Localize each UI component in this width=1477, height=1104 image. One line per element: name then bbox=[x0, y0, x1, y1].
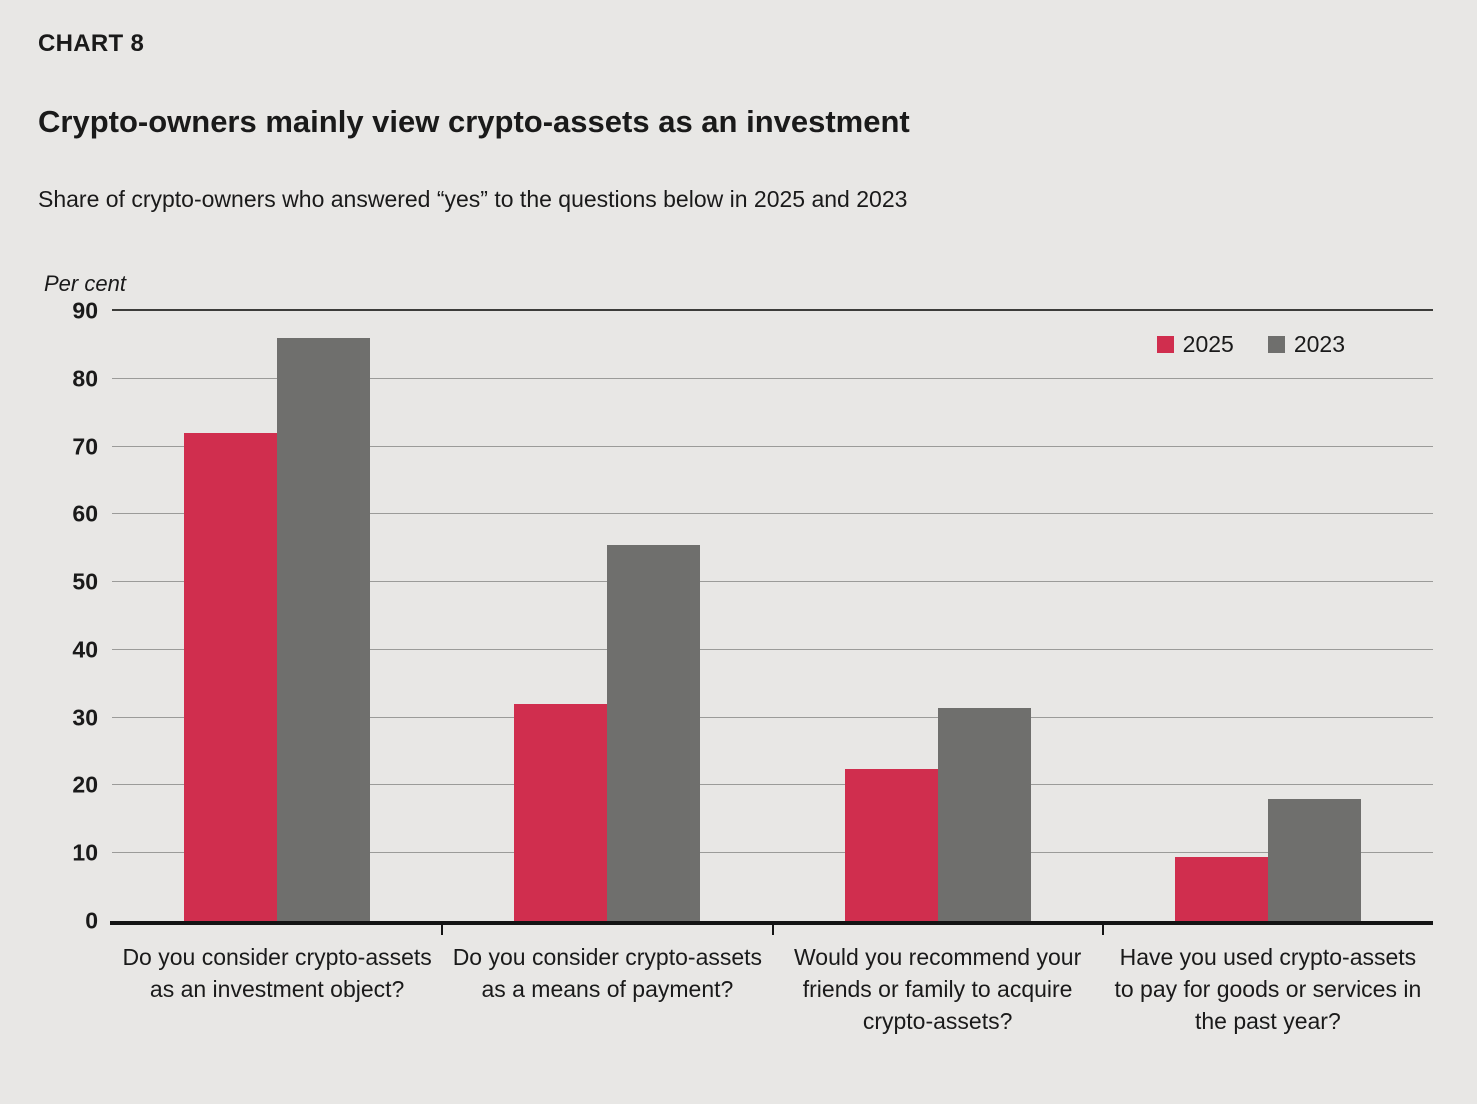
gridline bbox=[112, 309, 1433, 311]
legend-label: 2023 bbox=[1293, 331, 1345, 357]
bar-2025 bbox=[1174, 856, 1268, 921]
y-tick-label: 50 bbox=[72, 568, 98, 595]
x-axis-labels: Do you consider crypto-assets as an inve… bbox=[112, 925, 1433, 1038]
gridline bbox=[112, 716, 1433, 718]
legend-label: 2025 bbox=[1182, 331, 1234, 357]
gridline bbox=[112, 648, 1433, 650]
legend: 2025 2023 bbox=[1156, 331, 1345, 358]
bars-area bbox=[112, 311, 1433, 921]
chart-title: Crypto-owners mainly view crypto-assets … bbox=[38, 104, 910, 139]
bar-2025 bbox=[844, 768, 938, 921]
y-tick-label: 70 bbox=[72, 433, 98, 460]
gridline bbox=[112, 513, 1433, 515]
gridline bbox=[112, 784, 1433, 786]
x-axis-label: Do you consider crypto-assets as a means… bbox=[452, 944, 763, 1003]
bar-2023 bbox=[937, 707, 1031, 921]
x-axis-label: Have you used crypto-assets to pay for g… bbox=[1114, 944, 1422, 1035]
x-axis-line bbox=[110, 921, 1433, 925]
gridline bbox=[112, 581, 1433, 583]
y-tick-label: 20 bbox=[72, 771, 98, 798]
chart-subtitle: Share of crypto-owners who answered “yes… bbox=[38, 186, 908, 212]
legend-item-2025: 2025 bbox=[1156, 331, 1234, 358]
bar-group bbox=[442, 311, 772, 921]
legend-swatch-2023 bbox=[1267, 336, 1285, 353]
y-tick-label: 60 bbox=[72, 500, 98, 527]
bar-2023 bbox=[607, 544, 701, 921]
bar-group bbox=[1103, 311, 1433, 921]
y-tick-label: 30 bbox=[72, 704, 98, 731]
y-tick-label: 80 bbox=[72, 365, 98, 392]
y-axis-unit-label: Per cent bbox=[44, 271, 126, 296]
bar-group bbox=[112, 311, 442, 921]
gridline bbox=[112, 445, 1433, 447]
y-axis: 0 10 20 30 40 50 60 70 80 90 bbox=[38, 299, 98, 932]
legend-item-2023: 2023 bbox=[1267, 331, 1345, 358]
gridline bbox=[112, 852, 1433, 854]
x-axis-label: Would you recommend your friends or fami… bbox=[794, 944, 1082, 1035]
y-tick-label: 40 bbox=[72, 636, 98, 663]
bar-2025 bbox=[514, 704, 608, 921]
legend-swatch-2025 bbox=[1156, 336, 1174, 353]
x-tick bbox=[1101, 925, 1104, 935]
bar-2023 bbox=[1267, 799, 1361, 921]
bar-2025 bbox=[184, 433, 278, 921]
bar-2023 bbox=[277, 338, 371, 921]
chart-kicker: CHART 8 bbox=[38, 30, 145, 57]
gridline bbox=[112, 377, 1433, 379]
y-tick-label: 0 bbox=[85, 907, 98, 934]
y-tick-label: 10 bbox=[72, 839, 98, 866]
bar-chart: 0 10 20 30 40 50 60 70 80 90 2025 2023 bbox=[38, 299, 1435, 932]
x-tick bbox=[771, 925, 774, 935]
plot-area: 2025 2023 bbox=[110, 309, 1433, 925]
x-axis-label: Do you consider crypto-assets as an inve… bbox=[122, 944, 432, 1003]
y-tick-label: 90 bbox=[72, 297, 98, 324]
x-tick bbox=[441, 925, 444, 935]
bar-group bbox=[773, 311, 1103, 921]
